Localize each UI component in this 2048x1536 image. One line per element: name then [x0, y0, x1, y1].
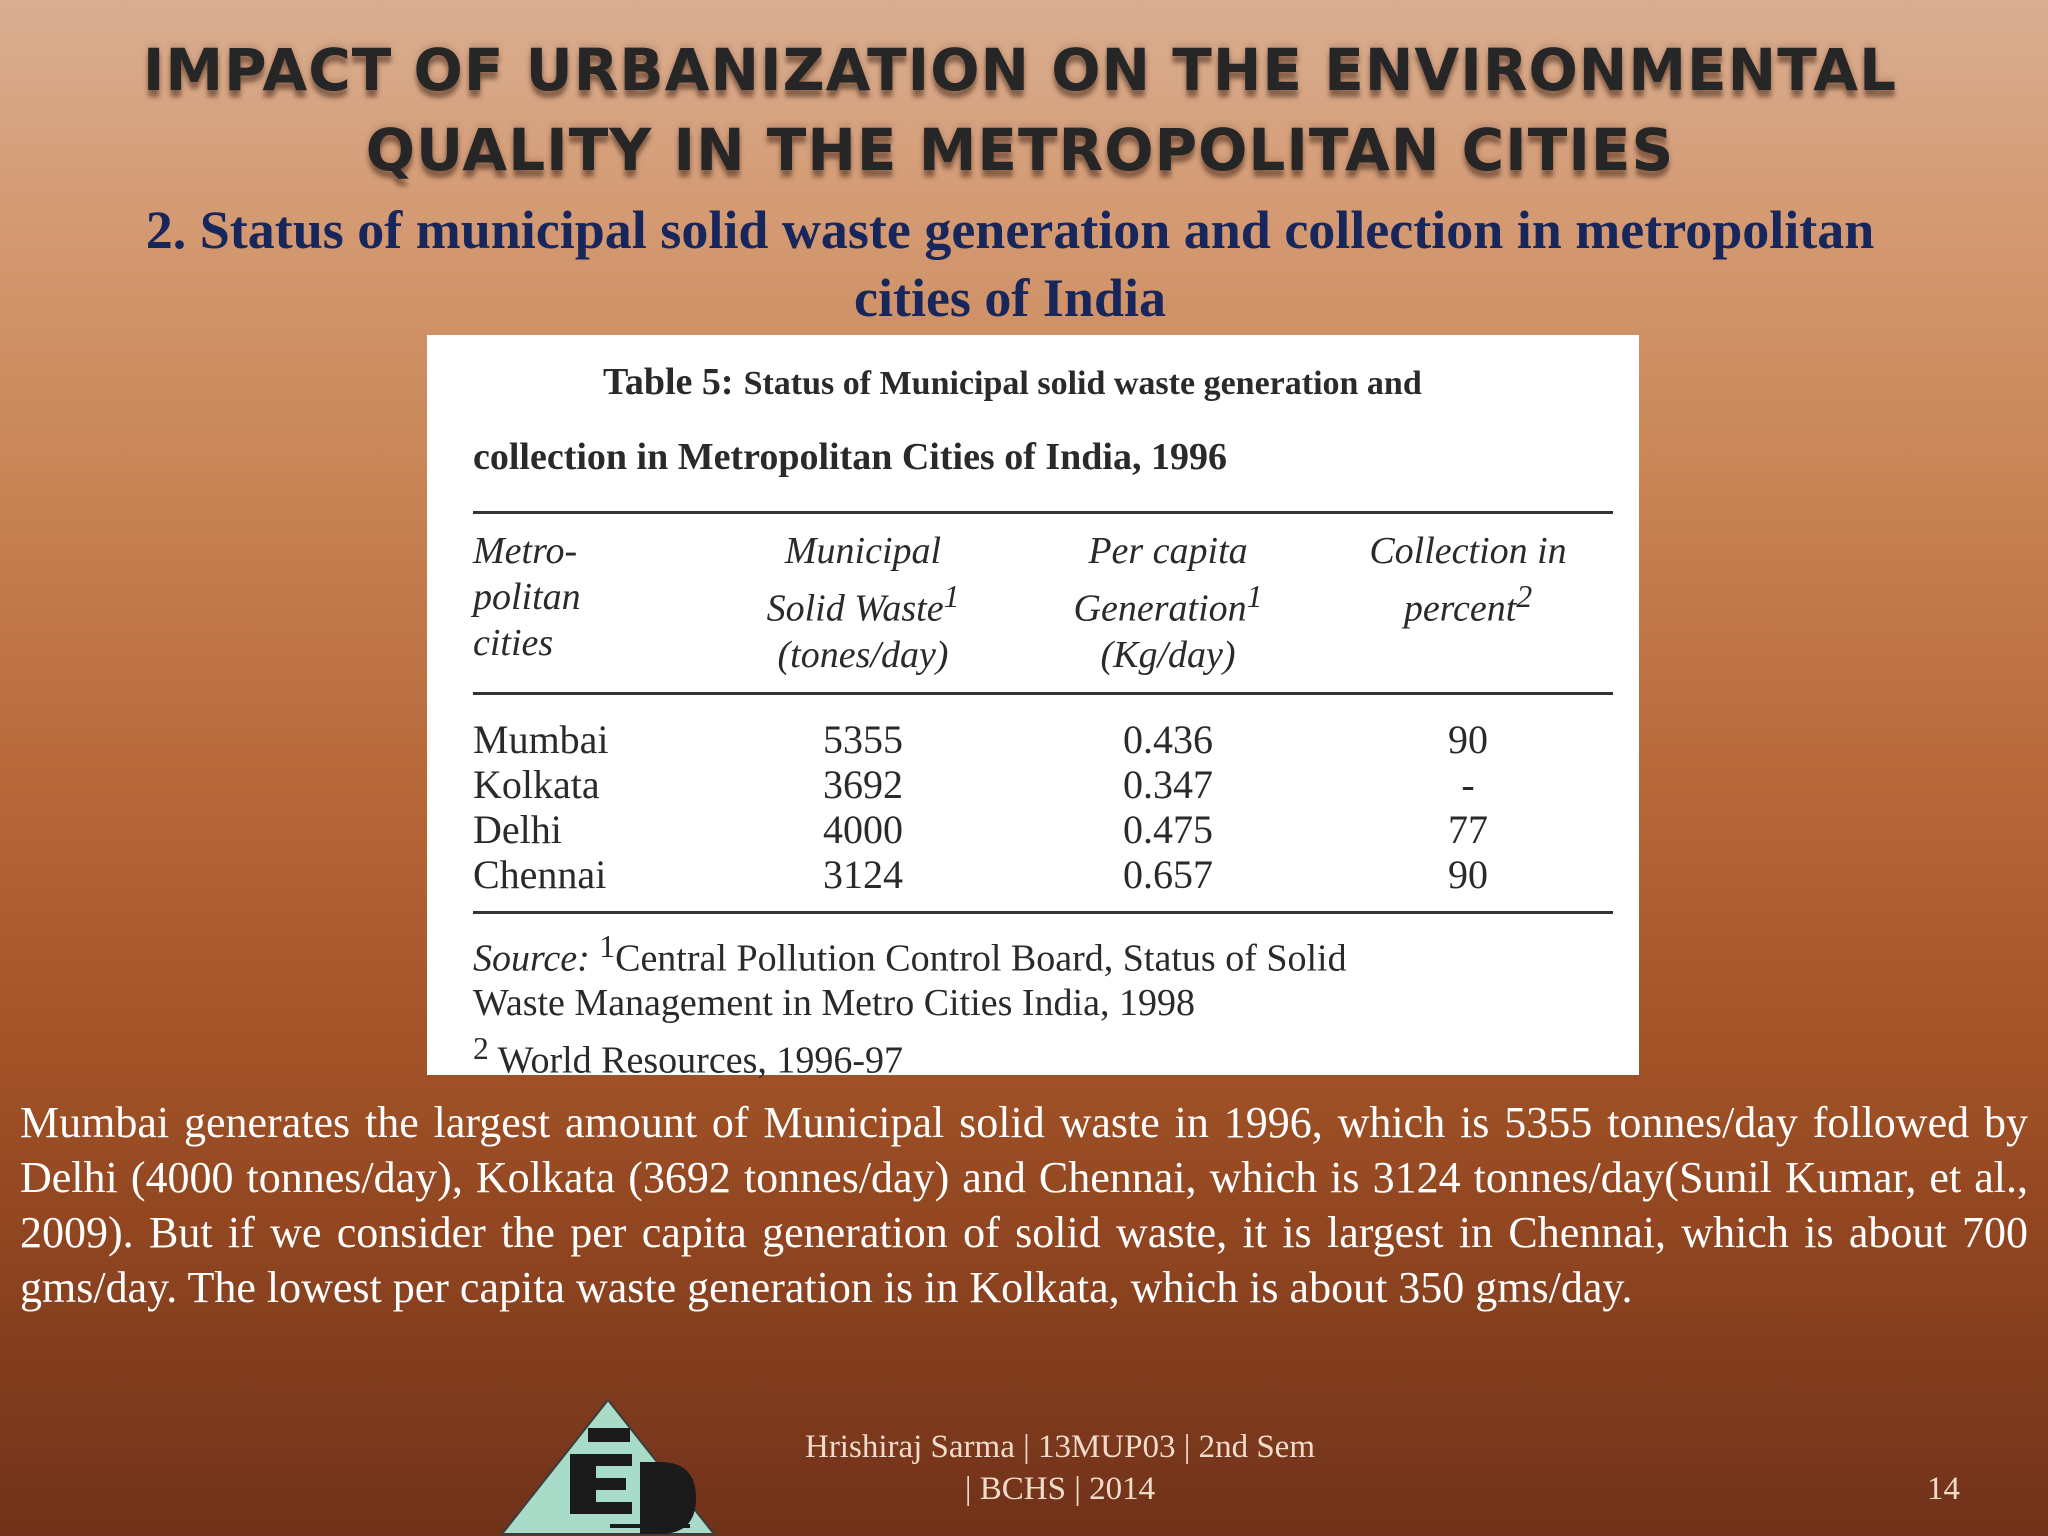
table-source: Source: 1Central Pollution Control Board… — [473, 928, 1347, 1082]
source-text-2: Waste Management in Metro Cities India, … — [473, 982, 1195, 1025]
title-line-2: QUALITY IN THE METROPOLITAN CITIES — [365, 116, 1675, 184]
bchs-logo-icon — [500, 1398, 716, 1535]
table-header-rule — [473, 691, 1613, 695]
source-text-1: Central Pollution Control Board, Status … — [615, 937, 1347, 980]
table-cell: 0.347 — [1123, 761, 1213, 807]
table-cell: 0.436 — [1123, 716, 1213, 762]
header-collection-percent: Collection in percent2 — [1369, 530, 1567, 630]
table-caption: Table 5: Status of Municipal solid waste … — [473, 357, 1609, 409]
table-cell: - — [1461, 761, 1475, 807]
table-row: Kolkata 3692 0.347 - — [473, 762, 1613, 807]
slide-title: IMPACT OF URBANIZATION ON THE ENVIRONMEN… — [40, 30, 2000, 190]
table-cell: 0.657 — [1123, 851, 1213, 897]
table-row: Delhi 4000 0.475 77 — [473, 807, 1613, 852]
table-cell: 3692 — [823, 761, 903, 807]
table-cell: Chennai — [473, 851, 607, 897]
footer-credit: Hrishiraj Sarma | 13MUP03 | 2nd Sem | BC… — [700, 1426, 1420, 1510]
body-paragraph: Mumbai generates the largest amount of M… — [20, 1098, 2028, 1312]
table-cell: 90 — [1448, 851, 1488, 897]
page-number: 14 — [1927, 1471, 1960, 1507]
header-per-capita-generation: Per capita Generation1 (Kg/day) — [1073, 530, 1263, 676]
source-text-3: World Resources, 1996-97 — [488, 1039, 904, 1082]
table-cell: 0.475 — [1123, 806, 1213, 852]
table-cell: Delhi — [473, 806, 562, 852]
title-line-1: IMPACT OF URBANIZATION ON THE ENVIRONMEN… — [142, 36, 1898, 104]
table-cell: Mumbai — [473, 716, 609, 762]
table-cell: Kolkata — [473, 761, 600, 807]
waste-data-table: Metro- politan cities Municipal Solid Wa… — [473, 514, 1613, 897]
footer-line-1: Hrishiraj Sarma | 13MUP03 | 2nd Sem — [804, 1429, 1316, 1465]
header-municipal-solid-waste: Municipal Solid Waste1 (tones/day) — [766, 530, 960, 676]
table-cell: 4000 — [823, 806, 903, 852]
source-label: Source: — [473, 937, 590, 980]
slide-subtitle: 2. Status of municipal solid waste gener… — [30, 196, 1990, 332]
table-bottom-rule — [473, 910, 1613, 914]
table-row: Mumbai 5355 0.436 90 — [473, 695, 1613, 762]
footer-line-2: | BCHS | 2014 — [964, 1471, 1156, 1507]
table-cell: 90 — [1448, 716, 1488, 762]
table-header-row: Metro- politan cities Municipal Solid Wa… — [473, 514, 1613, 678]
header-cities: Metro- politan cities — [473, 530, 581, 664]
table-caption-label: Table 5: — [603, 361, 734, 403]
table-cell: 5355 — [823, 716, 903, 762]
table-row: Chennai 3124 0.657 90 — [473, 852, 1613, 897]
table-caption-text-1: Status of Municipal solid waste generati… — [743, 365, 1422, 402]
table-figure: Table 5: Status of Municipal solid waste … — [427, 335, 1639, 1082]
subtitle-line-1: 2. Status of municipal solid waste gener… — [145, 200, 1875, 260]
table-cell: 77 — [1448, 806, 1488, 852]
table-top-rule — [473, 511, 1613, 514]
table-cell: 3124 — [823, 851, 903, 897]
table-caption-text-2: collection in Metropolitan Cities of Ind… — [473, 436, 1227, 478]
subtitle-line-2: cities of India — [853, 268, 1166, 328]
